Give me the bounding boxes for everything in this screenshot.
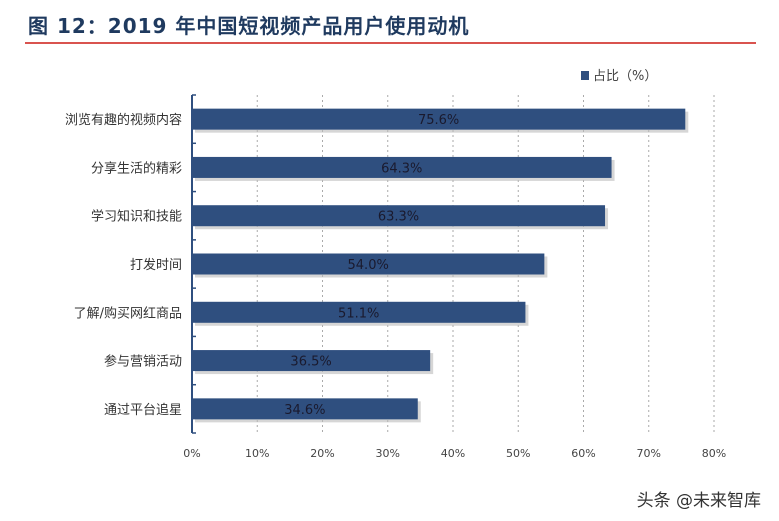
bar-value-label: 34.6% [284,403,325,418]
legend-swatch [581,71,589,80]
bar-value-label: 63.3% [378,210,419,225]
bar [192,350,431,372]
x-tick-label: 30% [376,447,400,460]
watermark: 头条 @未来智库 [636,491,761,511]
bar [192,301,526,323]
x-tick-label: 60% [571,447,595,460]
chart-title: 图 12：2019 年中国短视频产品用户使用动机 [28,14,470,38]
x-tick-label: 70% [637,447,661,460]
y-category-label: 浏览有趣的视频内容 [65,112,182,128]
bar [192,398,418,420]
y-category-label: 了解/购买网红商品 [74,305,182,321]
y-category-label: 分享生活的精彩 [91,160,182,176]
y-category-label: 参与营销活动 [104,354,182,370]
x-tick-label: 0% [183,447,200,460]
bar [192,108,686,130]
bar-value-label: 64.3% [381,161,422,176]
bar-value-label: 36.5% [290,355,331,370]
x-tick-label: 10% [245,447,269,460]
bar-value-label: 75.6% [418,113,459,128]
bar [192,156,612,178]
x-tick-label: 50% [506,447,530,460]
bar-value-label: 51.1% [338,306,379,321]
y-category-label: 学习知识和技能 [91,209,182,225]
x-tick-label: 40% [441,447,465,460]
y-category-label: 打发时间 [130,257,182,273]
bar [192,253,545,275]
bar-value-label: 54.0% [348,258,389,273]
x-tick-label: 80% [702,447,726,460]
y-category-label: 通过平台追星 [104,402,182,418]
title-divider [25,42,756,44]
legend-label: 占比（%） [593,69,657,84]
x-tick-label: 20% [310,447,334,460]
bar [192,205,606,227]
